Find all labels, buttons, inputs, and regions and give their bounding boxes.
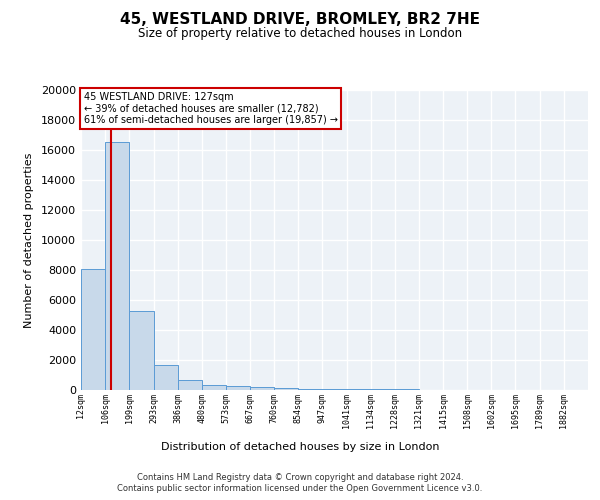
Bar	[347, 389, 371, 390]
Bar	[129, 310, 154, 390]
Bar	[105, 142, 129, 390]
Text: Distribution of detached houses by size in London: Distribution of detached houses by size …	[161, 442, 439, 452]
Text: Contains HM Land Registry data © Crown copyright and database right 2024.: Contains HM Land Registry data © Crown c…	[137, 472, 463, 482]
Bar	[81, 268, 105, 390]
Bar	[250, 387, 274, 390]
Bar	[371, 389, 395, 390]
Bar	[274, 388, 298, 390]
Text: 45 WESTLAND DRIVE: 127sqm
← 39% of detached houses are smaller (12,782)
61% of s: 45 WESTLAND DRIVE: 127sqm ← 39% of detac…	[83, 92, 338, 124]
Text: 45, WESTLAND DRIVE, BROMLEY, BR2 7HE: 45, WESTLAND DRIVE, BROMLEY, BR2 7HE	[120, 12, 480, 28]
Bar	[226, 386, 250, 390]
Text: Size of property relative to detached houses in London: Size of property relative to detached ho…	[138, 28, 462, 40]
Bar	[154, 364, 178, 390]
Bar	[322, 389, 347, 390]
Y-axis label: Number of detached properties: Number of detached properties	[24, 152, 34, 328]
Bar	[202, 385, 226, 390]
Bar	[178, 380, 202, 390]
Bar	[298, 388, 322, 390]
Text: Contains public sector information licensed under the Open Government Licence v3: Contains public sector information licen…	[118, 484, 482, 493]
